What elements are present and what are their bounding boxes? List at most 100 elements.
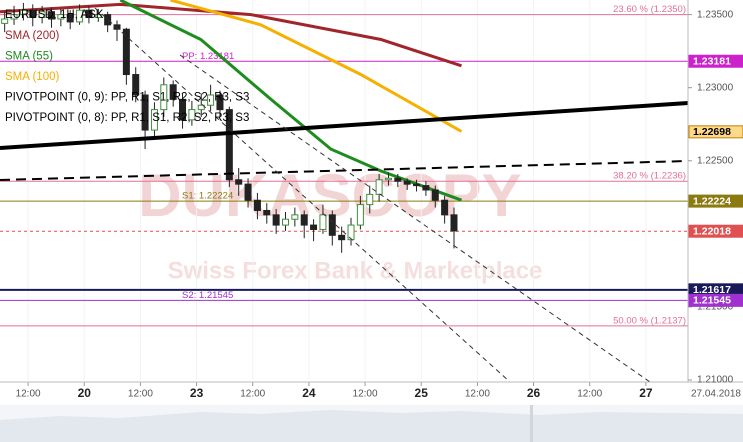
sma-line [170,0,463,133]
price-label-bg [688,293,743,307]
candle-body [328,214,336,236]
legend-entry: PIVOTPOINT (0, 8): PP, R1, S1, R2, S2, R… [5,112,249,124]
candle-body [169,84,177,100]
candle-body [244,183,252,201]
candle-body [356,204,364,226]
candle-body [19,9,27,16]
candle-body [141,94,149,131]
price-label: 1.21545 [693,295,731,307]
sma-line [0,2,462,68]
candle-body [47,11,55,20]
level-label: PP: 1.23181 [182,51,234,62]
legend-entry: PIVOTPOINT (0, 9): PP, R1, S1, R2, S2, R… [5,92,249,104]
x-tick-label: 12:00 [16,389,41,400]
candle-body [403,180,411,185]
x-tick-label: 25 [415,386,429,400]
x-tick-label: 12:00 [353,389,378,400]
candle-body [441,199,449,216]
candle-body [413,183,421,187]
candle-body [10,14,18,20]
candle-body [281,218,289,226]
candle-body [113,24,121,30]
candle-body [375,179,383,195]
candle-body [347,224,355,241]
date-stamp: 27.04.2018 [691,389,741,400]
candle-body [394,177,402,182]
candle-body [197,104,205,111]
price-label: 1.22698 [693,126,731,138]
candle-body [179,98,187,121]
y-tick-label: 1.21000 [697,375,734,386]
candle-body [76,9,84,23]
level-label: 23.60 % (1.2350) [613,4,686,15]
legend-entry: SMA (100) [5,71,59,83]
price-label-bg [688,54,743,68]
y-tick-label: 1.23500 [697,9,734,20]
sma-line [119,0,463,202]
level-label: S2: 1.21545 [182,290,233,301]
x-tick-label: 26 [527,386,541,400]
x-tick-label: 23 [190,386,204,400]
x-tick-label: 27 [639,386,653,400]
candle-body [57,14,65,20]
legend-title: EURUSD, 1H, ASK [5,9,104,21]
trend-line-dashed [0,160,689,181]
x-tick-label: 12:00 [465,389,490,400]
level-label: 50.00 % (1.2137) [613,315,686,326]
candle-body [272,214,280,226]
candle-body [253,199,261,211]
y-tick-label: 1.21500 [697,302,734,313]
candle-body [66,14,74,23]
candle-body [216,94,224,111]
candle-body [235,179,243,185]
price-label: 1.23181 [693,56,731,68]
candle-body [207,94,215,106]
watermark-sub: Swiss Forex Bank & Marketplace [168,257,543,284]
x-tick-label: 12:00 [240,389,265,400]
level-label: S1: 1.22224 [182,191,233,202]
plot: 23.60 % (1.2350) PP: 1.23181 38.20 % (1.22… [0,0,688,386]
y-tick-label: 1.22500 [697,155,734,166]
x-tick-label: 12:00 [128,389,153,400]
trend-line [0,101,689,150]
candle-body [319,214,327,230]
candle-body [263,209,271,216]
price-label: 1.21617 [693,284,731,296]
candle-body [366,193,374,206]
candle-body [338,234,346,241]
price-label-bg [688,224,743,238]
candle-body [132,74,140,96]
candle-body [38,11,46,19]
candle-body [384,177,392,181]
candle-body [291,214,299,220]
legend-entry: SMA (55) [5,51,53,63]
channel-line [179,54,651,383]
candle-body [94,14,102,19]
channel-line [94,7,511,383]
candle-body [450,214,458,232]
x-tick-label: 12:00 [577,389,602,400]
candle-body [422,185,430,191]
price-label: 1.22224 [693,195,731,207]
level-label: 38.20 % (1.2236) [613,171,686,182]
y-tick-label: 1.23000 [697,82,734,93]
price-label-bg [688,194,743,208]
candle-body [122,28,130,76]
candle-body [104,14,112,26]
x-tick-label: 24 [302,386,316,400]
navigator-handle [530,405,533,442]
candle-body [310,224,318,230]
legend-entry: SMA (200) [5,30,59,42]
price-label: 1.22018 [693,225,731,237]
candle-body [29,9,37,19]
candle-body [431,189,439,201]
candle-body [150,109,158,131]
candle-body [225,109,233,181]
x-tick-label: 20 [78,386,92,400]
candle-body [85,9,93,19]
candle-body [188,109,196,121]
candle-body [300,214,308,226]
price-label-bg [688,125,743,139]
candle-body [160,84,168,111]
